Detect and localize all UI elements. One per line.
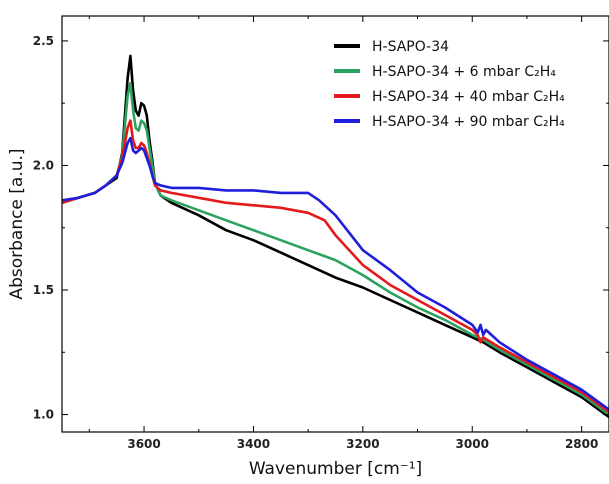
y-tick-label: 1.5 [33, 283, 54, 297]
series-line-0 [62, 54, 609, 419]
x-tick-label: 2800 [565, 437, 598, 451]
legend-label-1: H-SAPO-34 + 6 mbar C₂H₄ [372, 64, 556, 80]
legend-label-2: H-SAPO-34 + 40 mbar C₂H₄ [372, 89, 565, 105]
y-tick-label: 2.5 [33, 34, 54, 48]
x-tick-label: 3200 [346, 437, 379, 451]
series-line-2 [62, 119, 609, 414]
x-tick-label: 3400 [237, 437, 270, 451]
ticks-layer: 3600 3400 3200 3000 2800 1.0 1.5 2.0 2.5 [33, 16, 609, 451]
series-line-1 [62, 82, 609, 416]
series-line-3 [62, 136, 609, 411]
plot-frame [61, 15, 609, 433]
series-layer [62, 54, 609, 419]
x-axis-label: Wavenumber [cm⁻¹] [249, 459, 422, 479]
legend-label-0: H-SAPO-34 [372, 39, 449, 55]
y-axis-label: Absorbance [a.u.] [7, 148, 27, 299]
y-tick-label: 1.0 [33, 408, 54, 422]
x-tick-label: 3600 [127, 437, 160, 451]
legend-label-3: H-SAPO-34 + 90 mbar C₂H₄ [372, 114, 565, 130]
legend: H-SAPO-34 H-SAPO-34 + 6 mbar C₂H₄ H-SAPO-3… [334, 39, 565, 130]
x-tick-label: 3000 [456, 437, 489, 451]
y-tick-label: 2.0 [33, 158, 54, 172]
